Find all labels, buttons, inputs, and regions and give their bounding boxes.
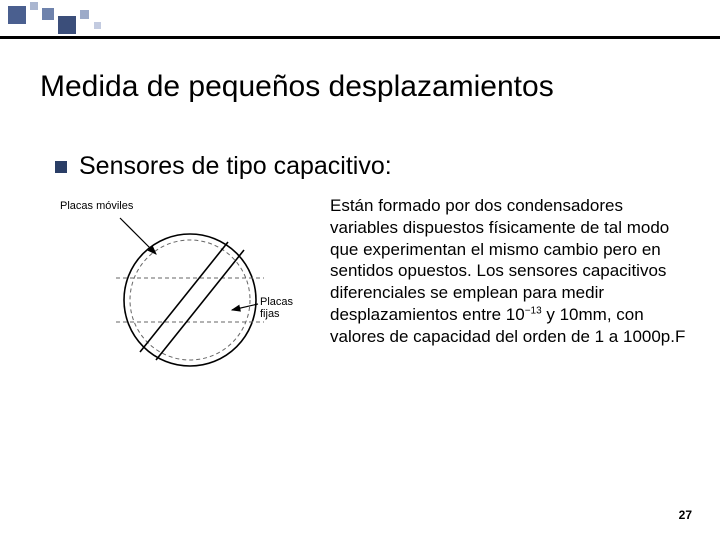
- slide-title: Medida de pequeños desplazamientos: [40, 70, 554, 104]
- horizontal-rule: [0, 36, 720, 39]
- slide-top-decoration: [0, 0, 720, 40]
- bullet-square-icon: [55, 161, 67, 173]
- slide-subtitle: Sensores de tipo capacitivo:: [79, 152, 392, 181]
- label-placas-moviles: Placas móviles: [60, 200, 133, 212]
- label-placas-fijas: Placasfijas: [260, 296, 293, 320]
- diagram-svg: [60, 200, 320, 390]
- paragraph-exp: −13: [525, 305, 542, 316]
- capacitor-diagram: Placas móviles Placasfijas: [60, 200, 320, 390]
- description-paragraph: Están formado por dos condensadores vari…: [330, 195, 690, 347]
- page-number: 27: [679, 508, 692, 522]
- bullet-row: Sensores de tipo capacitivo:: [55, 152, 392, 181]
